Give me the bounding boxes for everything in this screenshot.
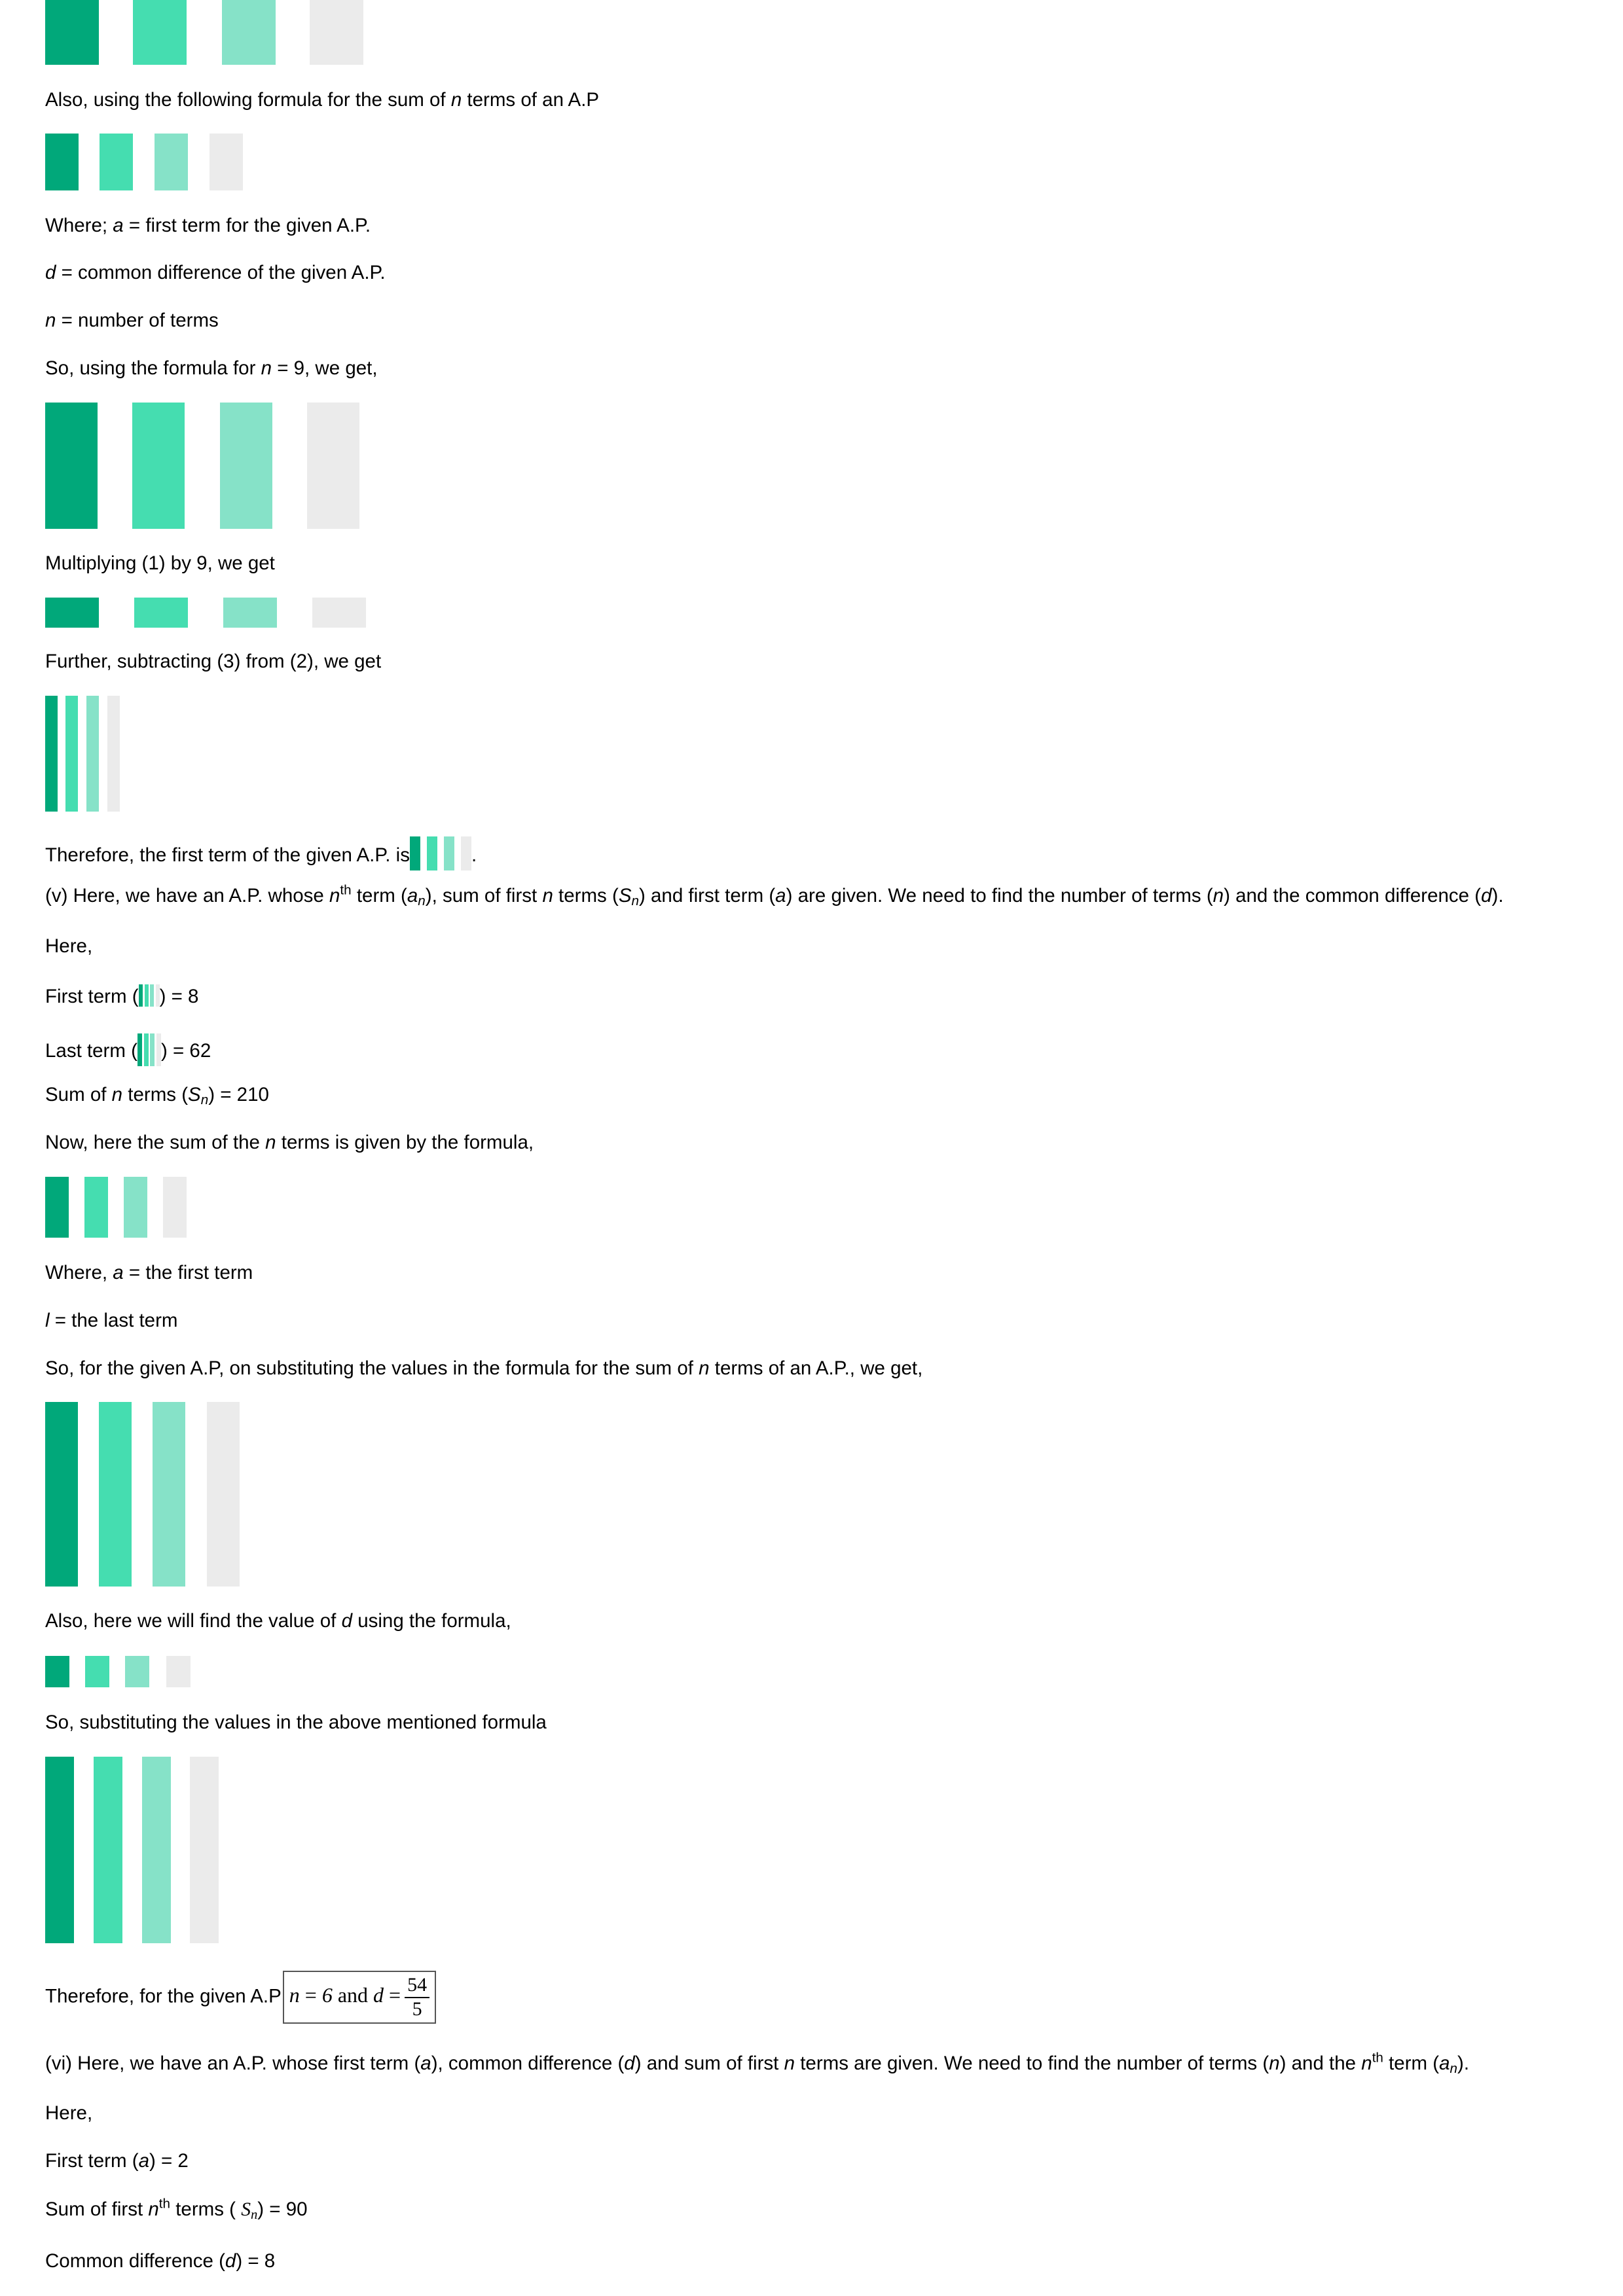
text-line: Common difference (d) = 8	[45, 2250, 276, 2272]
fraction-denominator: 5	[412, 1998, 422, 2020]
text-line: So, using the formula for n = 9, we get,	[45, 357, 378, 379]
text-line: Here,	[45, 2102, 93, 2124]
text-line: First term () = 8	[45, 984, 199, 1007]
text-line: Therefore, for the given A.P n = 6 and d …	[45, 1971, 437, 2024]
formula-image	[45, 1757, 219, 1943]
text-line: (vi) Here, we have an A.P. whose first t…	[45, 2050, 1470, 2077]
text-line: Sum of first nth terms ( Sn) = 90	[45, 2196, 308, 2223]
text-line: So, substituting the values in the above…	[45, 1712, 547, 1733]
formula-image	[45, 403, 361, 529]
formula-image	[45, 0, 365, 65]
text-line: Multiplying (1) by 9, we get	[45, 552, 275, 574]
text-line: Now, here the sum of the n terms is give…	[45, 1132, 534, 1153]
text-line: Where, a = the first term	[45, 1262, 253, 1283]
text-line: Here,	[45, 935, 93, 957]
formula-image	[45, 1402, 240, 1587]
boxed-answer: n = 6 and d = 54 5	[282, 1971, 437, 2024]
formula-image	[45, 1177, 188, 1238]
formula-image	[45, 598, 366, 628]
inline-formula-image	[137, 1033, 161, 1066]
inline-formula-image	[409, 836, 471, 870]
formula-image	[45, 696, 120, 812]
text-line: d = common difference of the given A.P.	[45, 262, 386, 283]
formula-image	[45, 1656, 191, 1687]
text-line: l = the last term	[45, 1310, 178, 1331]
text-line: Where; a = first term for the given A.P.	[45, 215, 371, 236]
text-line: Also, here we will find the value of d u…	[45, 1610, 511, 1632]
text-line: Also, using the following formula for th…	[45, 89, 600, 111]
formula-image	[45, 134, 243, 190]
text-line: Therefore, the first term of the given A…	[45, 836, 477, 870]
text-line: (v) Here, we have an A.P. whose nth term…	[45, 882, 1504, 909]
fraction: 54 5	[405, 1974, 430, 2020]
text-line: So, for the given A.P, on substituting t…	[45, 1357, 923, 1379]
text-line: Further, subtracting (3) from (2), we ge…	[45, 651, 382, 672]
text-line: First term (a) = 2	[45, 2150, 189, 2172]
text-line: n = number of terms	[45, 310, 219, 331]
text-line: Sum of n terms (Sn) = 210	[45, 1084, 269, 1108]
inline-formula-image	[138, 984, 160, 1007]
text-line: Last term () = 62	[45, 1033, 211, 1066]
fraction-numerator: 54	[405, 1974, 430, 1998]
